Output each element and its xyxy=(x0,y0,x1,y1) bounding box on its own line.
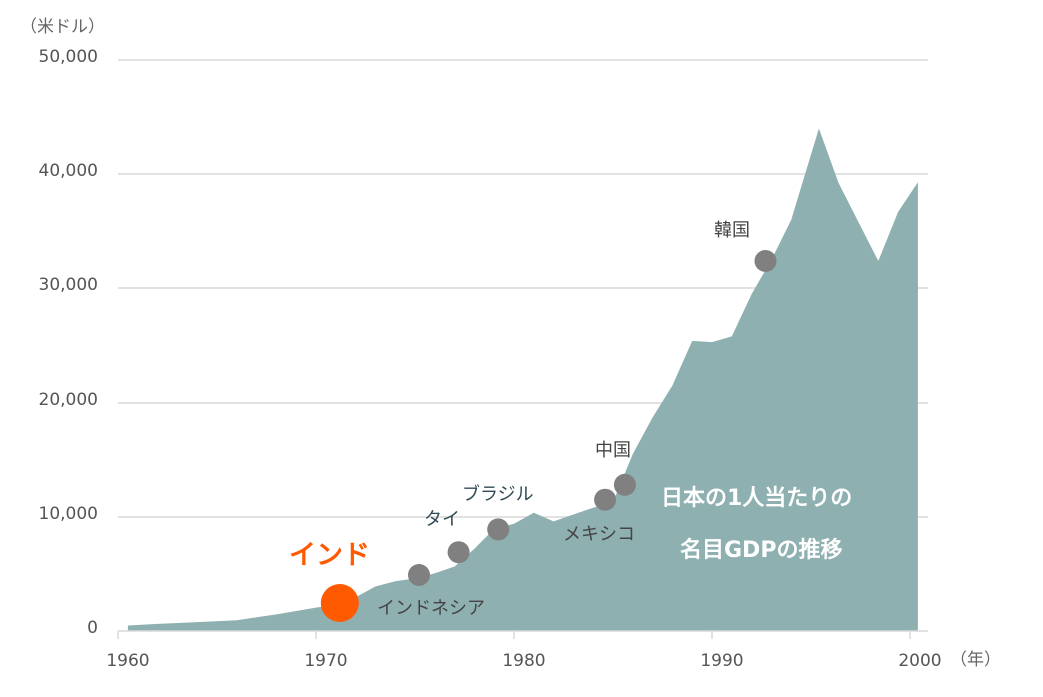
label-mexico: メキシコ xyxy=(563,524,635,545)
marker-dot xyxy=(613,473,636,496)
label-india: インド xyxy=(289,540,370,571)
x-tick-1980: 1980 xyxy=(502,651,546,671)
y-tick-20000: 20,000 xyxy=(38,390,98,410)
marker-dot xyxy=(487,518,510,541)
chart-title-line1: 日本の1人当たりの xyxy=(661,486,853,511)
y-tick-50000: 50,000 xyxy=(38,47,98,67)
marker-dot xyxy=(408,564,430,586)
x-tick-1970: 1970 xyxy=(304,651,348,671)
marker-dot xyxy=(594,488,617,511)
label-korea: 韓国 xyxy=(714,220,750,241)
y-tick-0: 0 xyxy=(87,618,98,638)
x-tick-2000: 2000 xyxy=(898,651,942,671)
marker-dot xyxy=(754,250,777,272)
y-tick-10000: 10,000 xyxy=(38,504,98,524)
japan-gdp-area xyxy=(127,128,918,631)
y-tick-30000: 30,000 xyxy=(38,275,98,295)
chart-title-line2: 名目GDPの推移 xyxy=(680,538,843,563)
label-china: 中国 xyxy=(595,440,631,461)
label-thailand: タイ xyxy=(424,509,460,530)
country-markers xyxy=(320,250,777,622)
x-axis xyxy=(117,630,928,639)
y-axis-unit: （米ドル） xyxy=(20,17,105,37)
label-brazil: ブラジル xyxy=(462,484,534,505)
label-indonesia: インドネシア xyxy=(377,598,485,619)
x-axis-unit: （年） xyxy=(950,650,1001,670)
x-tick-1990: 1990 xyxy=(700,651,744,671)
x-tick-1960: 1960 xyxy=(106,651,150,671)
y-tick-40000: 40,000 xyxy=(38,161,98,181)
marker-dot xyxy=(447,541,470,564)
marker-dot xyxy=(320,584,359,622)
